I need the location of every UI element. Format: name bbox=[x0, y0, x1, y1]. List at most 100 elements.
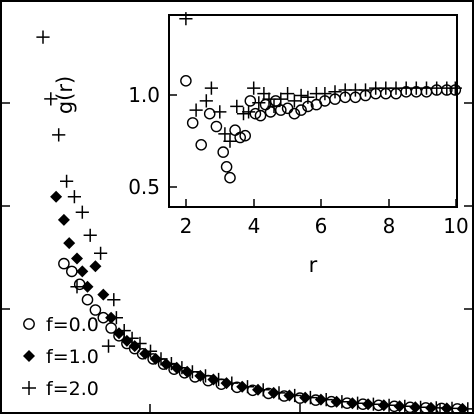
main-point-s2-7 bbox=[94, 246, 108, 260]
inset-point-s0-3 bbox=[203, 107, 216, 120]
main-point-s2-25 bbox=[272, 386, 286, 400]
inset-point-s0-1 bbox=[186, 117, 199, 129]
inset-x-tick-10: 10 bbox=[443, 214, 468, 238]
inset-point-s1-15 bbox=[274, 92, 288, 106]
inset-point-s1-19 bbox=[301, 90, 315, 104]
main-point-s2-30 bbox=[351, 396, 365, 410]
inset-point-s1-11 bbox=[252, 96, 266, 110]
inset-point-s1-16 bbox=[281, 87, 295, 101]
inset-point-s1-13 bbox=[262, 92, 276, 106]
legend-label-f2: f=2.0 bbox=[46, 378, 99, 400]
inset-point-s0-4 bbox=[210, 120, 223, 133]
main-point-s2-21 bbox=[212, 372, 226, 387]
inset-y-tick-labels: 0.5 1.0 bbox=[128, 83, 160, 199]
inset-point-s1-14 bbox=[267, 99, 281, 113]
main-point-s2-14 bbox=[133, 336, 147, 351]
main-point-s1-7 bbox=[97, 288, 110, 301]
inset-point-s0-7 bbox=[224, 171, 236, 184]
legend-entry-f2: f=2.0 bbox=[22, 378, 99, 400]
inset-x-tick-4: 4 bbox=[248, 214, 261, 238]
inset-point-s1-22 bbox=[328, 85, 342, 99]
inset-ticks bbox=[169, 94, 457, 207]
main-point-s2-26 bbox=[288, 388, 302, 403]
inset-point-s0-20 bbox=[295, 104, 307, 116]
inset-point-s1-0 bbox=[179, 12, 193, 26]
inset-point-s1-34 bbox=[448, 81, 462, 95]
main-point-s2-12 bbox=[117, 324, 131, 338]
inset-chart: 2 4 6 8 10 0.5 1.0 r g(r) bbox=[53, 12, 469, 277]
main-point-s2-15 bbox=[143, 344, 158, 358]
main-point-s2-9 bbox=[101, 339, 116, 353]
legend-label-f0: f=0.0 bbox=[46, 314, 99, 336]
legend-marker-diamond bbox=[23, 350, 35, 362]
inset-y-axis-label: g(r) bbox=[53, 76, 77, 114]
main-point-s1-4 bbox=[76, 265, 89, 278]
main-point-s2-0 bbox=[36, 30, 50, 44]
inset-point-s0-5 bbox=[217, 146, 229, 158]
inset-point-s1-6 bbox=[223, 134, 237, 148]
main-point-s2-32 bbox=[382, 398, 396, 412]
main-point-s0-3 bbox=[81, 293, 94, 306]
main-point-s2-5 bbox=[75, 205, 89, 219]
inset-chart-points bbox=[179, 12, 462, 184]
inset-point-s1-4 bbox=[213, 105, 227, 119]
inset-point-s1-9 bbox=[242, 105, 256, 119]
main-point-s2-24 bbox=[256, 383, 270, 397]
inset-point-s1-21 bbox=[318, 87, 332, 101]
main-point-s2-6 bbox=[83, 228, 97, 242]
main-point-s2-19 bbox=[185, 365, 199, 379]
main-point-s2-31 bbox=[366, 397, 380, 411]
inset-point-s0-11 bbox=[244, 95, 257, 107]
inset-point-s1-5 bbox=[218, 127, 232, 141]
main-point-s2-29 bbox=[335, 395, 349, 409]
legend-marker-circle bbox=[23, 318, 35, 330]
main-point-s2-4 bbox=[67, 190, 81, 204]
inset-point-s1-10 bbox=[247, 81, 261, 95]
main-point-s0-0 bbox=[58, 257, 70, 270]
inset-x-tick-6: 6 bbox=[315, 214, 328, 238]
inset-point-s1-3 bbox=[204, 81, 218, 95]
legend-entry-f1: f=1.0 bbox=[23, 346, 99, 368]
main-point-s2-34 bbox=[414, 400, 428, 414]
main-point-s2-20 bbox=[198, 369, 213, 383]
main-point-s0-4 bbox=[89, 304, 102, 316]
inset-x-tick-labels: 2 4 6 8 10 bbox=[180, 214, 469, 238]
main-point-s2-23 bbox=[240, 380, 255, 394]
inset-point-s1-17 bbox=[287, 94, 301, 108]
main-point-s2-10 bbox=[107, 293, 121, 307]
main-point-s2-8 bbox=[70, 280, 84, 294]
inset-x-tick-2: 2 bbox=[180, 214, 193, 238]
legend-entry-f0: f=0.0 bbox=[23, 314, 99, 336]
inset-point-s0-2 bbox=[195, 138, 207, 151]
main-point-s1-1 bbox=[57, 213, 70, 226]
inset-point-s1-2 bbox=[199, 94, 213, 108]
main-point-s1-2 bbox=[63, 237, 76, 250]
main-point-s2-18 bbox=[175, 361, 189, 375]
inset-point-s0-19 bbox=[288, 107, 301, 120]
main-point-s2-33 bbox=[398, 399, 412, 413]
inset-point-s1-7 bbox=[230, 99, 244, 113]
legend: f=0.0 f=1.0 f=2.0 bbox=[22, 314, 99, 400]
main-point-s2-27 bbox=[303, 390, 317, 405]
inset-y-tick-1-0: 1.0 bbox=[128, 83, 160, 107]
main-point-s2-28 bbox=[319, 393, 333, 407]
main-point-s2-17 bbox=[164, 357, 178, 371]
main-point-s2-36 bbox=[445, 401, 459, 414]
inset-point-s1-25 bbox=[358, 83, 373, 97]
main-point-s1-3 bbox=[71, 252, 83, 265]
main-point-s1-6 bbox=[89, 260, 102, 273]
main-point-s2-35 bbox=[429, 401, 443, 414]
main-point-s1-0 bbox=[50, 190, 63, 203]
main-point-s1-5 bbox=[81, 280, 94, 293]
inset-point-s1-18 bbox=[294, 88, 308, 103]
inset-point-s0-6 bbox=[220, 160, 233, 173]
inset-y-tick-0-5: 0.5 bbox=[128, 175, 160, 199]
inset-point-s0-10 bbox=[239, 129, 251, 142]
inset-point-s1-1 bbox=[189, 103, 203, 117]
legend-marker-plus bbox=[22, 381, 36, 395]
main-point-s2-1 bbox=[44, 92, 58, 106]
main-point-s2-37 bbox=[461, 402, 474, 414]
inset-point-s0-13 bbox=[254, 109, 267, 122]
